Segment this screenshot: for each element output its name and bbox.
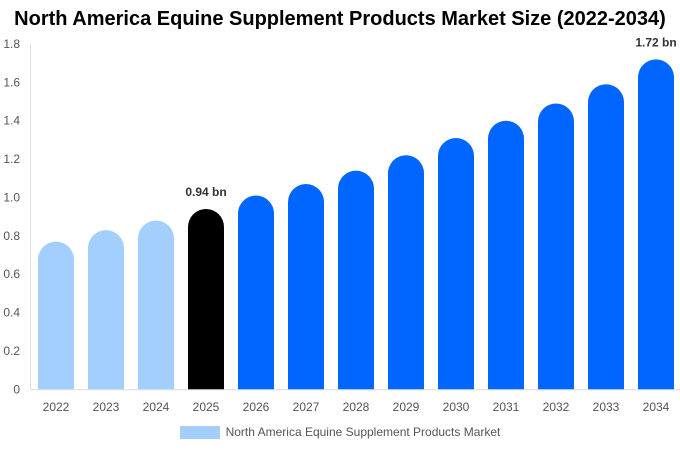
- y-tick-label: 1.4: [3, 114, 20, 128]
- legend-swatch: [179, 425, 220, 439]
- y-tick-label: 1.8: [3, 37, 20, 51]
- bar-2028: [338, 170, 374, 390]
- x-tick-label: 2030: [443, 400, 470, 414]
- y-tick-label: 0.4: [3, 306, 20, 320]
- x-tick-label: 2026: [243, 400, 270, 414]
- x-tick-label: 2028: [343, 400, 370, 414]
- bar-2034: [638, 59, 674, 390]
- y-tick-label: 0: [13, 382, 20, 396]
- data-label: 0.94 bn: [185, 185, 226, 199]
- data-label: 1.72 bn: [635, 35, 676, 49]
- bar-2033: [588, 84, 624, 390]
- bar-2026: [238, 195, 274, 390]
- x-tick-label: 2033: [593, 400, 620, 414]
- y-tick-label: 0.6: [3, 267, 20, 281]
- x-tick-label: 2023: [93, 400, 120, 414]
- bar-2023: [88, 230, 124, 390]
- legend-label: North America Equine Supplement Products…: [225, 425, 501, 439]
- bar-2025: [188, 208, 224, 390]
- y-tick-label: 1.2: [3, 152, 20, 166]
- x-tick-label: 2029: [393, 400, 420, 414]
- bar-2027: [288, 184, 324, 390]
- x-tick-label: 2032: [543, 400, 570, 414]
- bar-2030: [438, 137, 474, 390]
- bar-2032: [538, 103, 574, 390]
- x-tick-label: 2031: [493, 400, 520, 414]
- y-tick-label: 0.8: [3, 229, 20, 243]
- x-tick-label: 2025: [193, 400, 220, 414]
- bar-2031: [488, 120, 524, 390]
- bar-2022: [38, 241, 74, 390]
- chart-title: North America Equine Supplement Products…: [14, 8, 666, 30]
- y-tick-label: 1.0: [3, 190, 20, 204]
- bar-2024: [138, 220, 174, 390]
- y-tick-label: 0.2: [3, 344, 20, 358]
- legend: North America Equine Supplement Products…: [0, 425, 680, 439]
- bar-2029: [388, 155, 424, 390]
- x-tick-label: 2034: [643, 400, 670, 414]
- x-tick-label: 2027: [293, 400, 320, 414]
- y-tick-label: 1.6: [3, 75, 20, 89]
- x-tick-label: 2022: [43, 400, 70, 414]
- x-tick-label: 2024: [143, 400, 170, 414]
